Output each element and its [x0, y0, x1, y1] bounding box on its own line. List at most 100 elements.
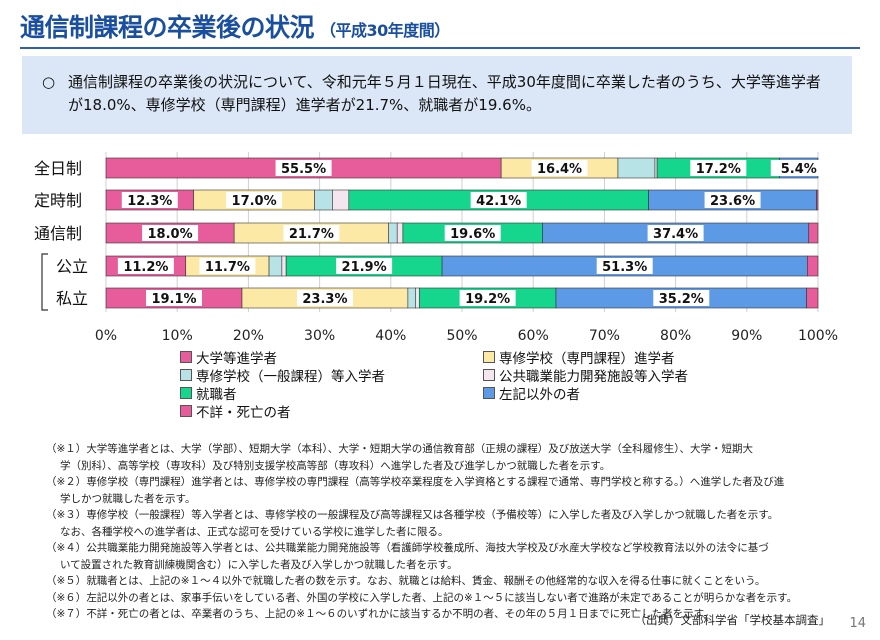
x-tick-label: 10%	[162, 328, 193, 344]
data-label-bg	[142, 225, 199, 241]
footnote-7: （※７）不詳・死亡の者とは、卒業者のうち、上記の※１～６のいずれかに該当するか不…	[46, 606, 856, 623]
data-label: 23.6%	[710, 194, 755, 209]
data-label: 23.3%	[302, 292, 347, 307]
category-label: 定時制	[34, 191, 82, 210]
x-tick-label: 80%	[660, 328, 691, 344]
legend-swatch-employed	[180, 387, 192, 399]
bar-segment	[268, 255, 283, 277]
summary-line-1: ○ 通信制課程の卒業後の状況について、令和元年５月１日現在、平成30年度間に卒業し…	[42, 71, 834, 94]
data-label: 19.2%	[465, 292, 510, 307]
data-label-bg	[117, 258, 174, 274]
data-label: 37.4%	[653, 227, 698, 242]
title-main: 通信制課程の卒業後の状況	[20, 13, 315, 42]
legend-label-public-training: 公共職業能力開発施設等入学者	[499, 369, 688, 385]
legend-swatch-university	[180, 351, 192, 363]
bar-segment	[332, 189, 350, 211]
data-label-bg	[145, 290, 202, 306]
data-label: 42.1%	[476, 194, 521, 209]
legend-item-other: 左記以外の者	[483, 383, 580, 403]
category-label: 通信制	[34, 224, 82, 243]
bar-segment	[388, 222, 398, 244]
legend-label-unknown-deceased: 不詳・死亡の者	[196, 405, 291, 421]
x-tick-label: 0%	[95, 328, 117, 344]
bar-segment	[806, 287, 819, 309]
data-label: 55.5%	[281, 162, 326, 177]
x-tick-label: 20%	[233, 328, 264, 344]
footnote-1-cont: 学（別科）、高等学校（専攻科）及び特別支援学校高等部（専攻科）へ進学した者及び進…	[60, 459, 611, 472]
footnote-3-cont: なお、各種学校への進学者は、正式な認可を受けている学校に進学した者に限る。	[60, 525, 449, 538]
data-label-bg	[770, 160, 827, 176]
legend-swatch-unknown-deceased	[180, 405, 192, 417]
x-tick-label: 50%	[446, 328, 477, 344]
footnote-mark: （※７）	[46, 608, 87, 620]
data-label-bg	[444, 225, 501, 241]
title-underline	[20, 47, 860, 49]
data-label-bg	[275, 160, 332, 176]
legend-swatch-other	[483, 387, 495, 399]
data-label-bg	[531, 160, 588, 176]
data-label-bg	[653, 290, 710, 306]
footnote-4: （※４）公共職業能力開発施設等入学者とは、公共職業能力開発施設等（看護師学校養成…	[46, 540, 856, 557]
footnote-1: （※１）大学等進学者とは、大学（学部）、短期大学（本科）、大学・短期大学の通信教…	[46, 441, 856, 458]
footnote-mark: （※４）	[46, 542, 87, 554]
data-label: 19.6%	[450, 227, 495, 242]
data-label-bg	[336, 258, 393, 274]
footnote-text: 専修学校（専門課程）進学者とは、専修学校の専門課程（高等学校卒業程度を入学資格と…	[86, 476, 785, 488]
data-label: 18.0%	[148, 227, 193, 242]
summary-box: ○ 通信制課程の卒業後の状況について、令和元年５月１日現在、平成30年度間に卒業し…	[22, 56, 852, 134]
data-label-bg	[459, 290, 516, 306]
legend-label-vocational-general: 専修学校（一般課程）等入学者	[196, 369, 385, 385]
footnote-mark: （※２）	[46, 476, 87, 488]
title-subtitle: （平成30年度間）	[320, 21, 450, 40]
bar-segment	[617, 157, 656, 179]
footnote-5: （※５）就職者とは、上記の※１～４以外で就職した者の数を示す。なお、就職とは給料…	[46, 573, 856, 590]
bar-segment	[415, 287, 420, 309]
bar-segment	[314, 189, 333, 211]
data-label: 17.2%	[696, 162, 741, 177]
data-label-bg	[199, 258, 256, 274]
legend-swatch-vocational-general	[180, 369, 192, 381]
data-label-bg	[226, 192, 283, 208]
bar-segment	[816, 189, 819, 211]
category-label: 全日制	[34, 159, 82, 178]
data-label: 12.3%	[127, 194, 172, 209]
data-label: 5.4%	[781, 162, 817, 177]
footnotes: （※１）大学等進学者とは、大学（学部）、短期大学（本科）、大学・短期大学の通信教…	[46, 441, 856, 623]
legend-item-employed: 就職者	[180, 383, 237, 403]
legend-item-vocational-general: 専修学校（一般課程）等入学者	[180, 365, 385, 385]
summary-text-1: 通信制課程の卒業後の状況について、令和元年５月１日現在、平成30年度間に卒業した…	[68, 73, 821, 91]
legend-label-university: 大学等進学者	[196, 351, 277, 367]
bar-segment	[396, 222, 404, 244]
legend-item-unknown-deceased: 不詳・死亡の者	[180, 401, 291, 421]
category-label: 公立	[56, 257, 88, 276]
data-label-bg	[121, 192, 178, 208]
summary-bullet: ○	[42, 73, 56, 91]
page-title: 通信制課程の卒業後の状況 （平成30年度間）	[20, 8, 450, 44]
x-tick-label: 90%	[731, 328, 762, 344]
summary-line-2: が18.0%、専修学校（専門課程）進学者が21.7%、就職者が19.6%。	[68, 96, 541, 114]
data-label-bg	[296, 290, 353, 306]
data-label-bg	[704, 192, 761, 208]
footnote-mark: （※６）	[46, 591, 87, 604]
data-label: 35.2%	[659, 292, 704, 307]
bar-segment	[407, 287, 417, 309]
footnote-mark: （※５）	[46, 575, 87, 587]
page-number: 14	[849, 616, 866, 631]
data-label: 51.3%	[602, 260, 647, 275]
footnote-4-cont: いて設置された教育訓練機関含む）に入学した者及び入学しかつ就職した者を示す。	[60, 558, 458, 571]
footnote-text: 就職者とは、上記の※１～４以外で就職した者の数を示す。なお、就職とは給料、賃金、…	[86, 575, 766, 587]
stacked-bar-chart: 0% 10% 20% 30% 40% 50% 60% 70% 80% 90% 100% 全日制定時制通…	[34, 152, 838, 344]
category-label: 私立	[56, 289, 88, 308]
legend-label-other: 左記以外の者	[499, 387, 580, 403]
data-label-bg	[647, 225, 704, 241]
footnote-text: 不詳・死亡の者とは、卒業者のうち、上記の※１～６のいずれかに該当するか不明の者、…	[86, 608, 714, 620]
x-tick-label: 40%	[375, 328, 406, 344]
bar-segment	[807, 255, 819, 277]
source-citation: （出典）文部科学省「学校基本調査」	[634, 613, 831, 627]
footnote-mark: （※３）	[46, 509, 87, 521]
data-label: 19.1%	[151, 292, 196, 307]
legend-item-vocational-specialized: 専修学校（専門課程）進学者	[483, 347, 675, 367]
footnote-mark: （※１）	[46, 443, 87, 455]
data-label-bg	[690, 160, 747, 176]
data-label-bg	[283, 225, 340, 241]
